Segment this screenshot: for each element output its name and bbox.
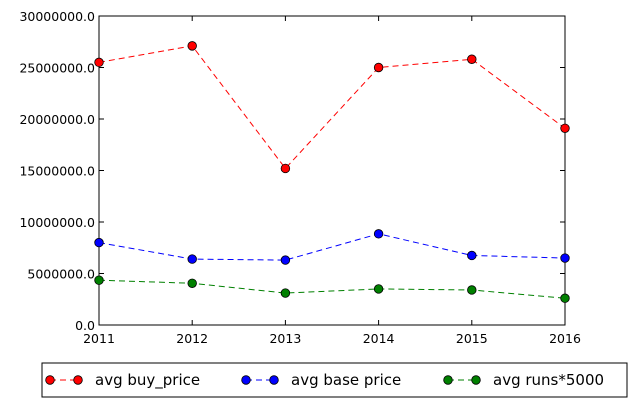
data-point-series-1 xyxy=(373,62,384,73)
y-tick-label: 15000000.0 xyxy=(19,164,95,179)
legend-marker xyxy=(443,375,453,385)
x-tick-label: 2016 xyxy=(549,331,581,346)
legend-marker xyxy=(269,375,279,385)
legend-label: avg base price xyxy=(291,371,401,389)
y-tick-label: 10000000.0 xyxy=(19,215,95,230)
data-point-series-3 xyxy=(280,288,291,298)
y-tick-label: 25000000.0 xyxy=(19,61,95,76)
series-line-3 xyxy=(98,279,566,299)
legend-marker xyxy=(73,375,83,385)
x-tick-label: 2015 xyxy=(456,331,488,346)
data-point-series-1 xyxy=(560,123,570,133)
x-tick-label: 2011 xyxy=(83,331,115,346)
data-point-series-2 xyxy=(280,255,291,265)
x-tick-label: 2014 xyxy=(363,331,395,346)
y-tick-label: 30000000.0 xyxy=(19,9,95,24)
data-point-series-3 xyxy=(94,275,104,285)
data-point-series-1 xyxy=(280,163,291,174)
legend-marker xyxy=(45,375,55,385)
data-point-series-3 xyxy=(373,284,384,294)
series-line-1 xyxy=(98,45,566,170)
y-tick-label: 5000000.0 xyxy=(27,267,95,282)
x-tick-label: 2012 xyxy=(176,331,208,346)
data-point-series-1 xyxy=(187,41,197,51)
legend-marker xyxy=(471,375,481,385)
data-point-series-3 xyxy=(467,285,477,295)
data-point-series-2 xyxy=(187,254,197,264)
data-point-series-1 xyxy=(467,54,477,64)
data-point-series-1 xyxy=(94,57,104,68)
y-tick-label: 0.0 xyxy=(75,318,95,333)
data-point-series-2 xyxy=(467,250,477,261)
data-point-series-2 xyxy=(560,253,570,263)
plot-frame xyxy=(98,15,566,326)
legend-box xyxy=(41,362,628,398)
data-point-series-2 xyxy=(94,237,104,248)
x-tick-label: 2013 xyxy=(269,331,301,346)
data-point-series-3 xyxy=(560,293,570,303)
data-point-series-2 xyxy=(373,229,384,239)
series-line-2 xyxy=(98,233,566,261)
legend-label: avg runs*5000 xyxy=(493,371,604,389)
plot-area: 0.0 5000000.0 10000000.0 15000000.0 20000000… xyxy=(19,9,581,346)
data-point-series-3 xyxy=(187,278,197,288)
legend-label: avg buy_price xyxy=(95,371,200,390)
y-tick-label: 20000000.0 xyxy=(19,112,95,127)
legend: avg buy_price avg base price avg runs*5000 xyxy=(41,362,628,398)
legend-marker xyxy=(241,375,251,385)
